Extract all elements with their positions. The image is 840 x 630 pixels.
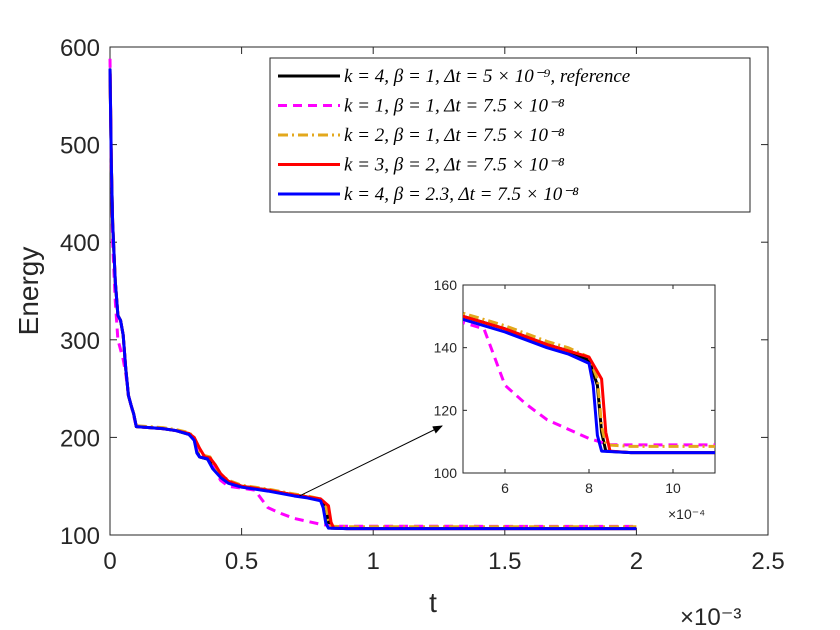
inset-y-tick-label: 140 [434, 340, 458, 356]
y-tick-label: 300 [60, 328, 100, 355]
inset-series-group [463, 311, 715, 455]
inset-y-tick-label: 160 [434, 277, 458, 293]
x-tick-label: 2.5 [751, 548, 784, 575]
y-tick-label: 400 [60, 230, 100, 257]
inset-y-tick-label: 100 [434, 465, 458, 481]
y-axis-label: Energy [13, 247, 44, 336]
y-tick-label: 200 [60, 425, 100, 452]
x-tick-label: 2 [630, 548, 643, 575]
x-axis-label: t [429, 587, 437, 618]
legend-entry: k = 4, β = 2.3, Δt = 7.5 × 10⁻⁸ [344, 184, 579, 205]
x-tick-label: 1.5 [488, 548, 521, 575]
main-series-group [108, 58, 637, 531]
x-tick-label: 1 [367, 548, 380, 575]
inset-series-line [463, 314, 715, 455]
series-line [108, 68, 637, 531]
inset-series-line [463, 321, 715, 447]
x-tick-label: 0.5 [225, 548, 258, 575]
inset-x-tick-label: 10 [665, 480, 681, 496]
y-tick-label: 600 [60, 35, 100, 62]
inset-x-axis-exponent: ×10⁻⁴ [668, 506, 705, 522]
legend-entry: k = 4, β = 1, Δt = 5 × 10⁻⁹, reference [344, 66, 630, 87]
y-tick-label: 500 [60, 133, 100, 160]
y-tick-label: 100 [60, 523, 100, 550]
inset-series-line [463, 314, 715, 455]
x-axis-exponent: ×10⁻³ [680, 604, 741, 630]
inset-plot-area [462, 284, 716, 474]
x-tick-label: 0 [103, 548, 116, 575]
inset-axis-ticks: 6 8 10 100 120 140 160 [434, 277, 715, 496]
inset-series-line [463, 317, 715, 455]
legend-entry: k = 3, β = 2, Δt = 7.5 × 10⁻⁸ [344, 155, 565, 176]
zoom-arrow-line [299, 425, 443, 497]
main-axis-ticks: 0 0.5 1 1.5 2 2.5 100 200 300 400 500 600 [60, 35, 785, 575]
inset-x-tick-label: 8 [585, 480, 593, 496]
legend-box [269, 57, 751, 213]
legend: k = 4, β = 1, Δt = 5 × 10⁻⁹, reference k … [269, 57, 751, 213]
inset-y-tick-label: 120 [434, 402, 458, 418]
zoom-arrow [299, 425, 443, 497]
legend-entry: k = 2, β = 1, Δt = 7.5 × 10⁻⁸ [344, 125, 565, 146]
legend-entry: k = 1, β = 1, Δt = 7.5 × 10⁻⁸ [344, 96, 565, 117]
inset-x-tick-label: 6 [501, 480, 509, 496]
